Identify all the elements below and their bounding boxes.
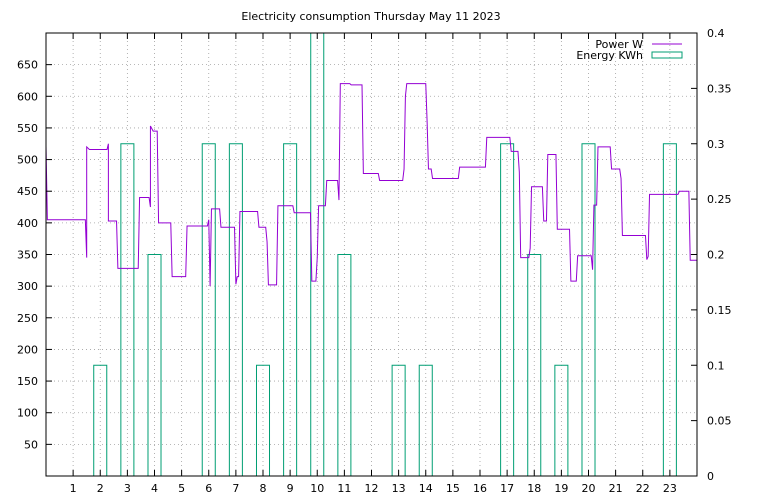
x-tick-label: 21 (609, 482, 623, 495)
x-tick-label: 4 (151, 482, 158, 495)
x-tick-label: 9 (287, 482, 294, 495)
y-left-tick-label: 450 (17, 185, 38, 198)
x-tick-label: 16 (473, 482, 487, 495)
y-left-tick-label: 100 (17, 407, 38, 420)
energy-bar (500, 143, 515, 476)
power-w-series (45, 83, 698, 287)
x-tick-label: 1 (70, 482, 77, 495)
y-left-tick-label: 300 (17, 280, 38, 293)
energy-bar (93, 364, 108, 476)
energy-kwh-series (93, 32, 677, 476)
energy-bar (147, 254, 162, 476)
legend-label: Power W (595, 38, 643, 51)
x-tick-label: 17 (500, 482, 514, 495)
power-line (45, 83, 698, 287)
y-right-tick-label: 0.15 (707, 304, 732, 317)
x-tick-label: 8 (260, 482, 267, 495)
x-tick-label: 10 (310, 482, 324, 495)
x-tick-label: 14 (419, 482, 433, 495)
x-tick-label: 18 (527, 482, 541, 495)
energy-bar (554, 364, 569, 476)
y-left-tick-label: 50 (24, 438, 38, 451)
y-left-tick-label: 650 (17, 59, 38, 72)
x-tick-label: 15 (446, 482, 460, 495)
y-left-tick-label: 550 (17, 122, 38, 135)
x-tick-label: 7 (232, 482, 239, 495)
y-right-tick-label: 0.4 (707, 27, 725, 40)
x-tick-label: 5 (178, 482, 185, 495)
y-right-tick-label: 0.35 (707, 82, 732, 95)
energy-bar (527, 254, 542, 476)
y-right-tick-label: 0.2 (707, 249, 725, 262)
x-tick-label: 20 (582, 482, 596, 495)
x-tick-label: 23 (663, 482, 677, 495)
x-tick-label: 11 (337, 482, 351, 495)
legend-label: Energy KWh (576, 49, 643, 62)
energy-bar (581, 143, 596, 476)
y-left-tick-label: 500 (17, 154, 38, 167)
energy-bar (391, 364, 406, 476)
energy-bar (418, 364, 433, 476)
x-tick-label: 13 (392, 482, 406, 495)
y-left-tick-label: 250 (17, 312, 38, 325)
y-right-tick-label: 0.05 (707, 415, 732, 428)
energy-bar (662, 143, 677, 476)
energy-bar (283, 143, 298, 476)
axis-ticks: 1 2 3 4 5 6 7 8 9 10 11 12 13 14 15 16 17 18 19 20 21 22 23501… (17, 27, 732, 495)
energy-bar (337, 254, 352, 476)
grid (46, 33, 697, 476)
energy-bar (255, 364, 271, 476)
y-left-tick-label: 200 (17, 343, 38, 356)
energy-bar (201, 143, 216, 476)
energy-bar (228, 143, 243, 476)
x-tick-label: 6 (205, 482, 212, 495)
x-tick-label: 2 (97, 482, 104, 495)
energy-bar (120, 143, 135, 476)
x-tick-label: 12 (365, 482, 379, 495)
y-left-tick-label: 400 (17, 217, 38, 230)
x-tick-label: 3 (124, 482, 131, 495)
x-tick-label: 22 (636, 482, 650, 495)
chart-title: Electricity consumption Thursday May 11 … (241, 10, 500, 23)
y-left-tick-label: 350 (17, 249, 38, 262)
y-right-tick-label: 0.25 (707, 193, 732, 206)
legend-swatch (651, 51, 683, 59)
y-right-tick-label: 0.1 (707, 359, 725, 372)
y-left-tick-label: 600 (17, 90, 38, 103)
y-right-tick-label: 0 (707, 470, 714, 483)
y-left-tick-label: 150 (17, 375, 38, 388)
x-tick-label: 19 (554, 482, 568, 495)
y-right-tick-label: 0.3 (707, 138, 725, 151)
